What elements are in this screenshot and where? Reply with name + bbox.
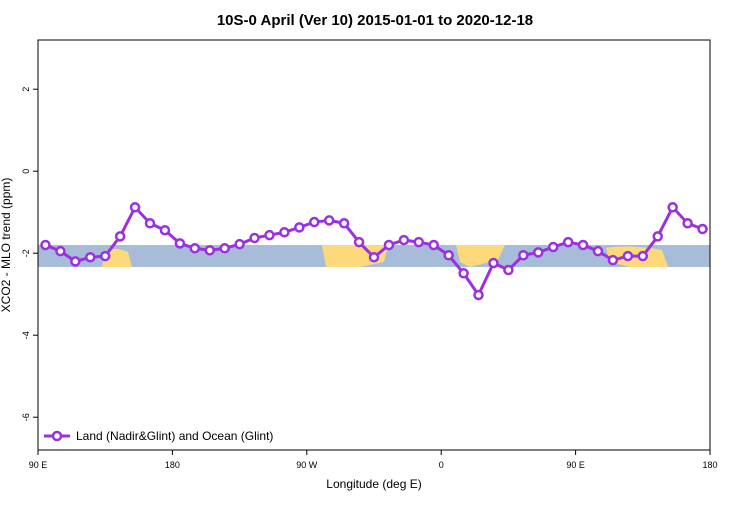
y-axis-label: XCO2 - MLO trend (ppm) (0, 178, 13, 313)
x-axis-label: Longitude (deg E) (326, 477, 421, 491)
x-tick-label: 0 (439, 460, 444, 470)
point (40, 239, 51, 251)
point (174, 238, 186, 249)
point (129, 202, 141, 213)
x-tick-label: 90 E (29, 460, 48, 470)
point (473, 289, 484, 301)
y-tick-label: -6 (21, 413, 31, 421)
point (55, 245, 66, 257)
point (413, 236, 425, 248)
point (547, 241, 559, 253)
point (577, 239, 589, 251)
point (398, 234, 410, 246)
point (622, 250, 634, 262)
point (189, 243, 201, 254)
point (443, 250, 454, 261)
point (562, 236, 574, 248)
point (234, 238, 245, 250)
point (219, 243, 230, 254)
point (368, 252, 380, 263)
point (503, 264, 514, 276)
chart-title: 10S-0 April (Ver 10) 2015-01-01 to 2020-… (217, 12, 533, 29)
point (338, 218, 350, 229)
legend-label: Land (Nadir&Glint) and Ocean (Glint) (76, 429, 273, 443)
point (99, 250, 111, 262)
x-tick-label: 90 W (296, 460, 318, 470)
point (294, 222, 305, 233)
point (697, 223, 708, 235)
point (144, 218, 156, 229)
point (607, 254, 619, 266)
x-tick-label: 180 (702, 460, 717, 470)
y-tick-label: 2 (21, 87, 31, 92)
point (85, 252, 96, 263)
point (249, 232, 260, 244)
x-tick-label: 90 E (566, 460, 585, 470)
point (114, 231, 126, 242)
point (682, 218, 693, 229)
point (70, 256, 81, 267)
plot-frame (37, 39, 711, 451)
point (488, 257, 499, 269)
point (592, 245, 604, 257)
y-tick-label: -4 (21, 331, 31, 339)
point (323, 215, 335, 226)
legend-marker (51, 430, 63, 442)
point (652, 231, 663, 242)
point (637, 250, 649, 262)
point (428, 239, 439, 251)
point (383, 239, 395, 251)
point (309, 216, 320, 228)
x-tick-label: 180 (165, 460, 180, 470)
point (533, 247, 544, 258)
point (279, 227, 290, 238)
point (159, 224, 171, 236)
y-tick-label: 0 (21, 169, 31, 174)
point (353, 236, 365, 248)
point (204, 245, 215, 256)
point (667, 202, 678, 213)
point (518, 250, 529, 261)
point (458, 268, 469, 279)
y-tick-label: -2 (21, 249, 31, 257)
point (264, 229, 275, 241)
land-patch (456, 245, 505, 267)
